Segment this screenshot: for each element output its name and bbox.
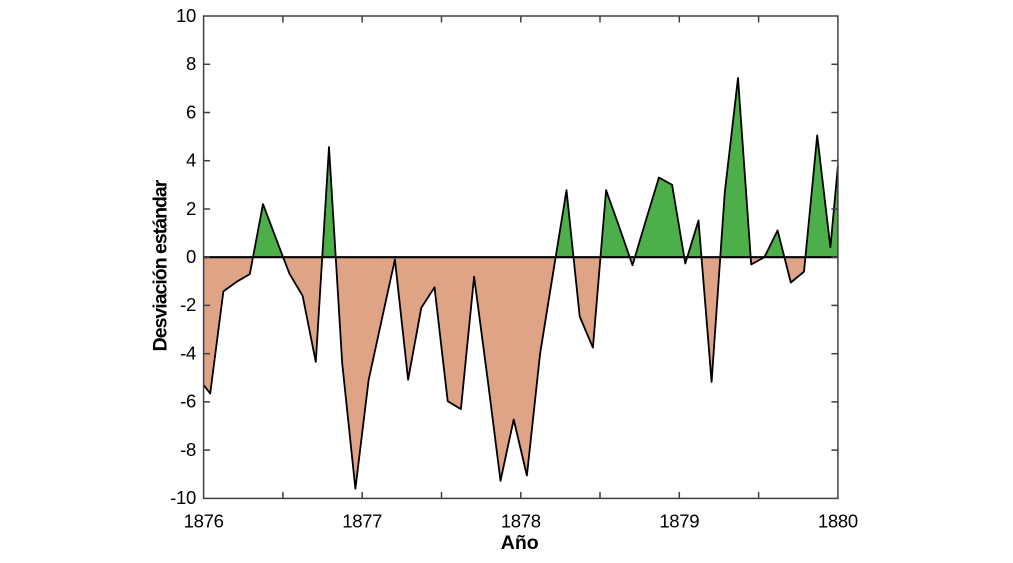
svg-text:6: 6 [186, 101, 196, 122]
svg-text:-4: -4 [180, 343, 196, 364]
svg-text:-6: -6 [180, 391, 196, 412]
svg-text:8: 8 [186, 53, 196, 74]
svg-text:4: 4 [186, 150, 196, 171]
svg-text:1876: 1876 [184, 511, 224, 532]
svg-text:1879: 1879 [659, 511, 699, 532]
svg-text:1878: 1878 [501, 511, 541, 532]
svg-text:2: 2 [186, 198, 196, 219]
svg-text:1880: 1880 [818, 511, 858, 532]
svg-text:0: 0 [186, 246, 196, 267]
svg-text:1877: 1877 [342, 511, 382, 532]
svg-text:-8: -8 [180, 439, 196, 460]
svg-text:-2: -2 [180, 294, 196, 315]
svg-text:Desviación estándar: Desviación estándar [150, 179, 172, 351]
svg-text:10: 10 [176, 5, 196, 26]
svg-text:Año: Año [501, 532, 539, 554]
svg-text:-10: -10 [170, 487, 196, 508]
